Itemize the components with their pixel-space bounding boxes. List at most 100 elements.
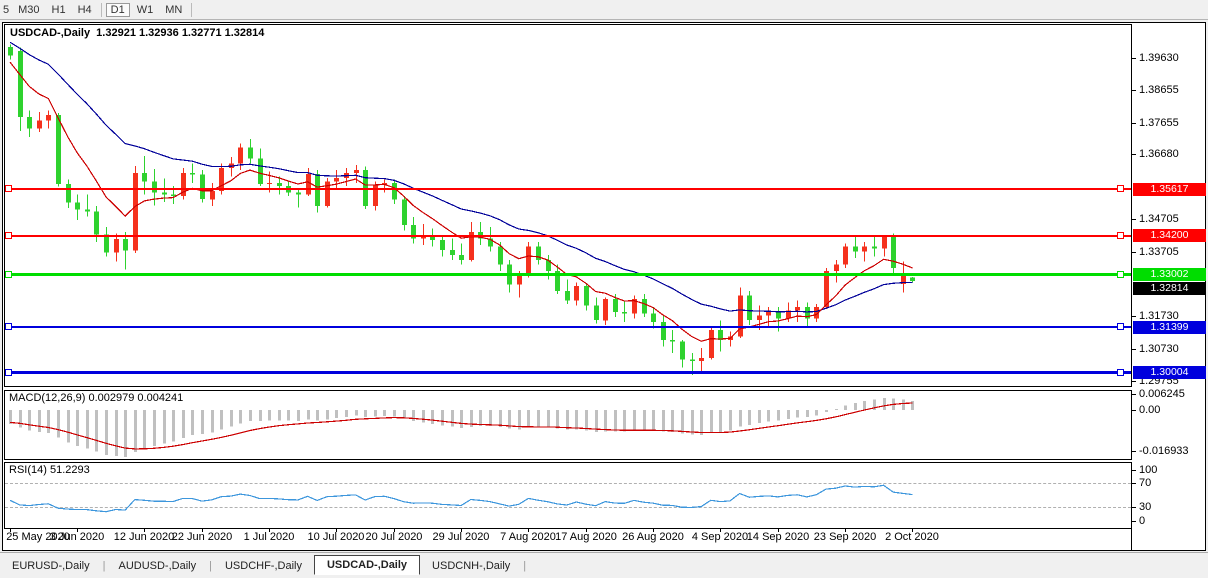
hline-left-marker[interactable] <box>5 232 12 239</box>
rsi-line <box>9 484 913 513</box>
tab-audusd[interactable]: AUDUSD-,Daily <box>118 559 197 572</box>
axis-corner-line <box>1131 528 1132 550</box>
date-tick <box>144 528 145 532</box>
price-tick-label[interactable]: 1.36680 <box>1139 148 1179 160</box>
price-tick-label[interactable]: 1.33705 <box>1139 246 1179 258</box>
price-tick-label[interactable]: 1.38655 <box>1139 84 1179 96</box>
date-label[interactable]: 23 Sep 2020 <box>813 531 877 543</box>
rsi-panel[interactable] <box>4 462 1132 529</box>
macd-tick <box>1131 410 1136 411</box>
tab-usdcnh[interactable]: USDCNH-,Daily <box>432 559 511 572</box>
date-tick <box>720 528 721 532</box>
price-tick <box>1131 349 1136 350</box>
hline-right-marker[interactable] <box>1117 232 1124 239</box>
rsi-tick <box>1131 507 1136 508</box>
date-label[interactable]: 14 Sep 2020 <box>746 531 810 543</box>
price-tick <box>1131 381 1136 382</box>
rsi-tick-label[interactable]: 70 <box>1139 477 1152 489</box>
hline-1.30004[interactable] <box>5 371 1131 374</box>
hline-right-marker[interactable] <box>1117 369 1124 376</box>
date-tick <box>912 528 913 532</box>
rsi-level-line-30 <box>5 507 1131 508</box>
date-label[interactable]: 12 Jun 2020 <box>113 531 175 543</box>
rsi-level-line-70 <box>5 483 1131 484</box>
macd-tick-label[interactable]: -0.016933 <box>1139 445 1189 457</box>
hline-left-marker[interactable] <box>5 323 12 330</box>
hline-1.31399[interactable] <box>5 326 1131 328</box>
current-price-label: 1.32814 <box>1133 282 1206 295</box>
date-label[interactable]: 22 Jun 2020 <box>171 531 233 543</box>
timeframe-button-d1[interactable]: D1 <box>105 2 130 17</box>
hline-left-marker[interactable] <box>5 369 12 376</box>
hline-1.34200[interactable] <box>5 235 1131 237</box>
rsi-tick-label[interactable]: 100 <box>1139 464 1158 476</box>
date-label[interactable]: 1 Jul 2020 <box>243 531 295 543</box>
macd-histogram <box>9 397 914 457</box>
price-tick-label[interactable]: 1.34705 <box>1139 213 1179 225</box>
hline-left-marker[interactable] <box>5 185 12 192</box>
macd-tick-label[interactable]: 0.006245 <box>1139 388 1185 400</box>
date-tick <box>10 528 11 532</box>
date-label[interactable]: 25 May 2020 <box>6 531 70 543</box>
date-label[interactable]: 26 Aug 2020 <box>622 531 684 543</box>
hline-right-marker[interactable] <box>1117 271 1124 278</box>
tab-eurusd[interactable]: EURUSD-,Daily <box>12 559 90 572</box>
date-tick <box>269 528 270 532</box>
macd-signal-line <box>9 402 913 450</box>
date-tick <box>394 528 395 532</box>
macd-tick-label[interactable]: 0.00 <box>1139 404 1161 416</box>
date-tick <box>778 528 779 532</box>
timeframe-toolbar: 5 M30 H1 H4 D1 W1 MN <box>0 0 1208 20</box>
price-tick-label[interactable]: 1.39630 <box>1139 52 1179 64</box>
hline-price-label: 1.30004 <box>1133 366 1206 379</box>
ma-slow-line <box>9 41 913 313</box>
rsi-indicator-label: RSI(14) 51.2293 <box>9 464 90 476</box>
date-label[interactable]: 7 Aug 2020 <box>500 531 556 543</box>
hline-right-marker[interactable] <box>1117 323 1124 330</box>
hline-price-label: 1.34200 <box>1133 229 1206 242</box>
hline-left-marker[interactable] <box>5 271 12 278</box>
candles-layer <box>8 44 915 375</box>
hline-price-label: 1.33002 <box>1133 268 1206 281</box>
hline-1.33002[interactable] <box>5 273 1131 276</box>
ma-fast-line <box>9 61 913 342</box>
timeframe-button-h4[interactable]: H4 <box>77 3 92 16</box>
price-tick-label[interactable]: 1.30730 <box>1139 343 1179 355</box>
date-label[interactable]: 17 Aug 2020 <box>555 531 617 543</box>
price-tick-label[interactable]: 1.31730 <box>1139 310 1179 322</box>
tab-separator: | <box>523 559 527 572</box>
hline-right-marker[interactable] <box>1117 185 1124 192</box>
timeframe-button-w1[interactable]: W1 <box>136 3 154 16</box>
price-tick <box>1131 58 1136 59</box>
date-label[interactable]: 4 Sep 2020 <box>691 531 749 543</box>
date-tick <box>461 528 462 532</box>
chart-title-ohlc: USDCAD-,Daily 1.32921 1.32936 1.32771 1.… <box>10 27 265 39</box>
hline-price-label: 1.35617 <box>1133 183 1206 196</box>
hline-price-label: 1.31399 <box>1133 321 1206 334</box>
rsi-tick <box>1131 521 1136 522</box>
rsi-tick-label[interactable]: 0 <box>1139 515 1146 527</box>
price-tick <box>1131 219 1136 220</box>
timeframe-button-m30[interactable]: M30 <box>18 3 40 16</box>
tab-usdcad[interactable]: USDCAD-,Daily <box>313 555 421 575</box>
date-label[interactable]: 10 Jul 2020 <box>307 531 365 543</box>
timeframe-button-h1[interactable]: H1 <box>51 3 66 16</box>
price-tick-label[interactable]: 1.37655 <box>1139 117 1179 129</box>
date-label[interactable]: 2 Oct 2020 <box>885 531 939 543</box>
rsi-tick-label[interactable]: 30 <box>1139 501 1152 513</box>
hline-1.35617[interactable] <box>5 188 1131 190</box>
date-label[interactable]: 3 Jun 2020 <box>49 531 105 543</box>
date-label[interactable]: 29 Jul 2020 <box>432 531 490 543</box>
timeframe-button-5[interactable]: 5 <box>3 3 10 16</box>
macd-indicator-label: MACD(12,26,9) 0.002979 0.004241 <box>9 392 184 404</box>
price-tick <box>1131 316 1136 317</box>
price-tick <box>1131 154 1136 155</box>
date-tick <box>845 528 846 532</box>
timeframe-button-mn[interactable]: MN <box>165 3 183 16</box>
tab-usdchf[interactable]: USDCHF-,Daily <box>224 559 302 572</box>
date-label[interactable]: 20 Jul 2020 <box>365 531 423 543</box>
date-tick <box>336 528 337 532</box>
chart-tab-bar: EURUSD-,Daily | AUDUSD-,Daily | USDCHF-,Dail… <box>0 552 1208 578</box>
